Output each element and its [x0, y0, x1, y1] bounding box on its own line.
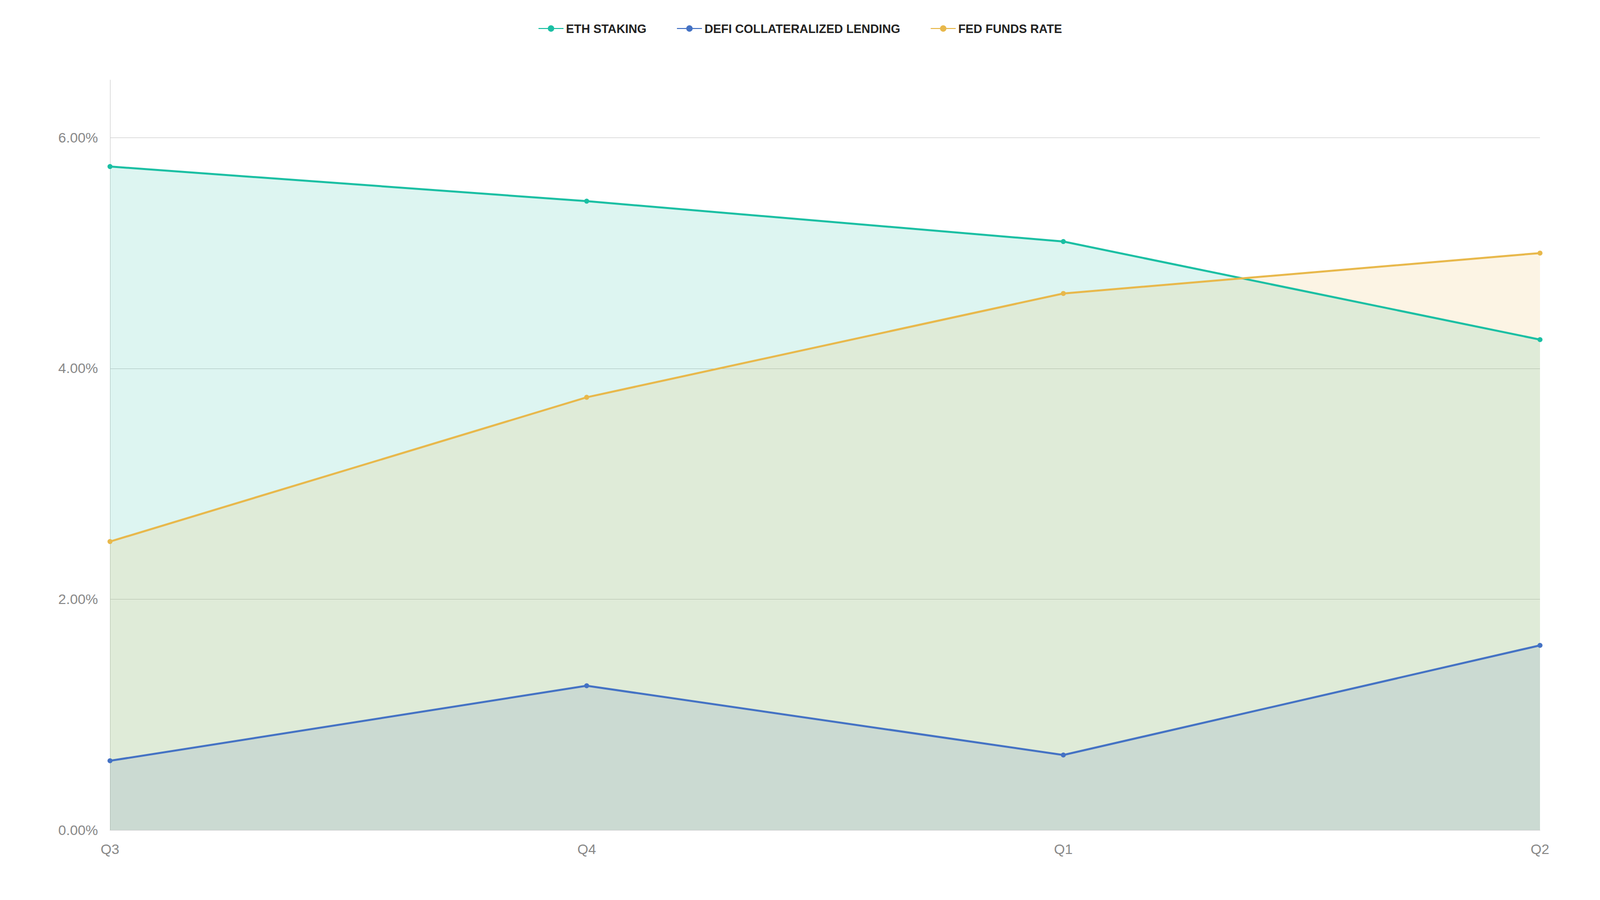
svg-text:Q1: Q1	[1054, 841, 1073, 857]
svg-text:ETH STAKING: ETH STAKING	[566, 22, 647, 36]
svg-text:2.00%: 2.00%	[58, 591, 98, 607]
svg-text:4.00%: 4.00%	[58, 360, 98, 376]
svg-text:Q2: Q2	[1530, 841, 1549, 857]
svg-text:FED FUNDS RATE: FED FUNDS RATE	[958, 22, 1062, 36]
svg-text:Q3: Q3	[100, 841, 119, 857]
svg-text:DEFI COLLATERALIZED LENDING: DEFI COLLATERALIZED LENDING	[704, 22, 901, 36]
svg-text:6.00%: 6.00%	[58, 130, 98, 146]
svg-text:0.00%: 0.00%	[58, 822, 98, 838]
svg-text:Q4: Q4	[577, 841, 596, 857]
